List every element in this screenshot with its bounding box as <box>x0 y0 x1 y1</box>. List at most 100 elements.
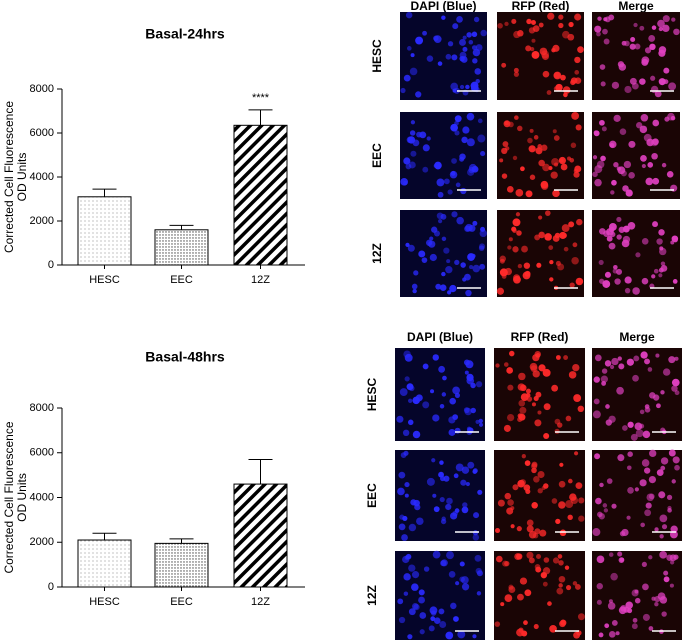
cell <box>496 287 505 295</box>
cell <box>479 263 486 270</box>
cell <box>460 576 469 584</box>
y-tick-label: 8000 <box>30 83 54 95</box>
cell <box>471 45 477 51</box>
cell <box>657 19 665 28</box>
cell <box>450 602 457 610</box>
cell <box>403 591 409 596</box>
cell <box>630 433 638 441</box>
column-header: DAPI (Blue) <box>407 330 473 344</box>
cell <box>523 620 528 626</box>
cell <box>642 613 650 621</box>
cell <box>663 67 670 74</box>
cell <box>396 415 404 423</box>
cell <box>557 422 563 428</box>
cell-image <box>592 348 682 441</box>
cell <box>468 39 474 45</box>
cell <box>632 617 638 623</box>
cell <box>558 480 566 488</box>
cell-image <box>592 210 680 297</box>
cell <box>519 479 527 486</box>
cell <box>533 623 539 630</box>
cell <box>604 16 611 23</box>
cell <box>597 16 602 21</box>
cell <box>555 518 561 525</box>
cell <box>608 631 616 638</box>
cell <box>619 557 625 562</box>
cell <box>578 515 585 522</box>
cell <box>527 137 533 144</box>
cell <box>624 287 631 294</box>
cell <box>575 482 583 490</box>
cell <box>634 597 641 604</box>
cell <box>462 35 467 40</box>
cell <box>459 153 466 160</box>
cell <box>658 26 663 32</box>
cell <box>599 119 605 126</box>
cell <box>529 128 534 133</box>
cell <box>467 461 475 469</box>
cell <box>613 264 618 270</box>
cell-image <box>497 112 584 199</box>
y-axis-label: OD Units <box>15 473 29 522</box>
column-header: DAPI (Blue) <box>411 0 477 13</box>
cell <box>670 115 676 121</box>
cell <box>606 478 613 484</box>
cell <box>612 268 618 274</box>
cell <box>445 53 452 60</box>
cell <box>504 21 509 27</box>
cell <box>547 601 552 606</box>
cell <box>618 363 625 370</box>
cell <box>517 383 526 391</box>
cell <box>542 581 548 587</box>
cell <box>577 613 585 621</box>
cell <box>426 55 434 62</box>
cell <box>531 502 538 509</box>
cell <box>497 23 503 29</box>
cell <box>472 530 479 536</box>
cell <box>571 112 580 120</box>
cell <box>526 525 534 533</box>
cell <box>462 126 470 134</box>
cell <box>526 551 534 559</box>
cell <box>634 589 639 594</box>
cell <box>617 551 623 557</box>
cell <box>640 351 648 359</box>
cell <box>426 477 435 486</box>
row-label: EEC <box>370 143 384 168</box>
cell <box>613 114 621 123</box>
cell <box>600 155 606 162</box>
cell <box>411 283 418 290</box>
chart-title: Basal-24hrs <box>145 26 225 42</box>
cell <box>535 566 542 573</box>
cell <box>443 475 450 482</box>
cell <box>403 573 411 581</box>
cell <box>651 25 657 30</box>
cell <box>599 228 606 235</box>
cell <box>666 170 674 178</box>
cell <box>671 385 678 392</box>
cell <box>411 583 419 591</box>
cell <box>529 174 536 180</box>
cell <box>401 534 408 541</box>
cell <box>422 30 427 36</box>
cell <box>433 35 439 41</box>
cell <box>422 401 430 409</box>
cell <box>549 277 554 282</box>
cell <box>552 129 557 134</box>
cell <box>624 40 630 47</box>
cell <box>524 460 531 466</box>
cell <box>412 430 421 439</box>
cell <box>658 78 666 86</box>
cell <box>548 245 554 251</box>
y-axis-label: Corrected Cell Fluorescence <box>2 421 16 573</box>
cell <box>568 21 574 28</box>
cell <box>568 478 573 484</box>
cell <box>474 554 482 562</box>
cell <box>472 58 478 64</box>
cell <box>550 171 558 179</box>
cell <box>574 13 582 21</box>
cell <box>454 259 460 265</box>
cell-image <box>592 550 682 640</box>
cell <box>409 130 416 136</box>
